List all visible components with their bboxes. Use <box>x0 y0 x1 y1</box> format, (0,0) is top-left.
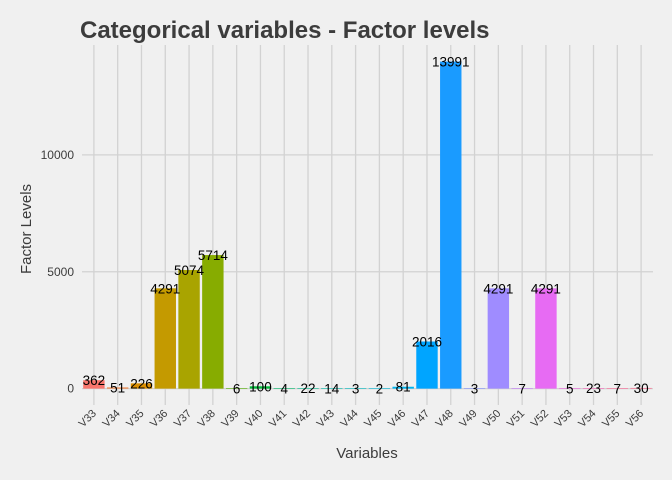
data-label-v51: 7 <box>518 381 526 396</box>
bar-v38 <box>202 255 224 389</box>
bar-v46 <box>392 386 414 389</box>
bar-v49 <box>463 388 486 389</box>
data-label-v50: 4291 <box>483 281 513 296</box>
bar-v44 <box>344 388 367 389</box>
bar-v55 <box>606 388 629 389</box>
data-label-v55: 7 <box>614 381 622 396</box>
data-label-v56: 30 <box>634 381 649 396</box>
data-label-v47: 2016 <box>412 335 442 350</box>
data-label-v53: 5 <box>566 382 574 397</box>
y-axis-title: Factor Levels <box>18 184 35 274</box>
bar-v37 <box>178 270 200 389</box>
chart-title: Categorical variables - Factor levels <box>80 17 490 44</box>
data-label-v40: 100 <box>249 379 272 394</box>
bar-v50 <box>487 288 510 389</box>
bar-v33 <box>83 380 105 389</box>
data-label-v38: 5714 <box>198 248 229 263</box>
data-label-v36: 4291 <box>150 281 180 296</box>
bar-layer <box>83 61 652 389</box>
bar-v43 <box>321 388 343 389</box>
y-tick-layer: 0 5000 10000 <box>41 148 75 396</box>
data-label-v41: 4 <box>280 382 288 397</box>
x-axis-title: Variables <box>336 445 397 462</box>
bar-v47 <box>416 341 438 389</box>
bar-v51 <box>511 388 533 389</box>
bar-v42 <box>297 388 319 389</box>
bar-v35 <box>130 383 153 389</box>
data-label-v37: 5074 <box>174 263 205 278</box>
data-label-v35: 226 <box>130 376 153 391</box>
data-label-v42: 22 <box>301 381 316 396</box>
y-tick-label: 0 <box>67 382 74 396</box>
data-label-v33: 362 <box>83 373 106 388</box>
data-label-v43: 14 <box>324 381 340 396</box>
data-label-v34: 51 <box>110 380 125 395</box>
data-label-v45: 2 <box>376 382 384 397</box>
data-label-v46: 81 <box>396 380 411 395</box>
data-label-v39: 6 <box>233 381 241 396</box>
data-label-v48: 13991 <box>432 55 470 70</box>
data-label-v49: 3 <box>471 382 479 397</box>
data-label-v52: 4291 <box>531 281 561 296</box>
data-label-v44: 3 <box>352 382 360 397</box>
bar-v53 <box>559 388 581 389</box>
bar-v41 <box>273 388 295 389</box>
bar-v34 <box>106 387 129 389</box>
y-tick-label: 5000 <box>47 265 74 279</box>
bar-v48 <box>440 61 462 389</box>
bar-v52 <box>535 288 557 389</box>
bar-v40 <box>249 386 272 389</box>
bar-v39 <box>225 388 248 389</box>
bar-v45 <box>368 388 391 389</box>
data-label-v54: 23 <box>586 381 601 396</box>
bar-v54 <box>582 388 605 389</box>
bar-v56 <box>630 387 652 389</box>
bar-v36 <box>154 288 176 389</box>
y-tick-label: 10000 <box>41 148 75 162</box>
